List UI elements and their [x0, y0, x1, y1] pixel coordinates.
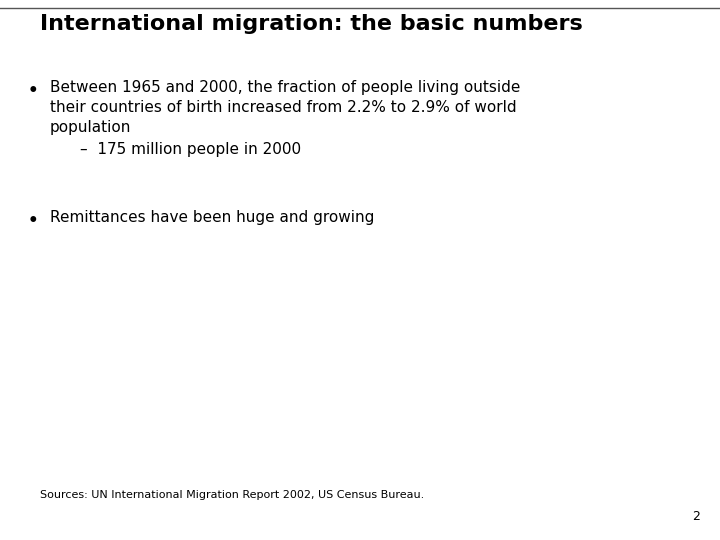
Text: 2: 2: [692, 510, 700, 523]
Text: Between 1965 and 2000, the fraction of people living outside: Between 1965 and 2000, the fraction of p…: [50, 80, 521, 95]
Text: Remittances have been huge and growing: Remittances have been huge and growing: [50, 210, 374, 225]
Text: –  175 million people in 2000: – 175 million people in 2000: [80, 142, 301, 157]
Text: population: population: [50, 120, 131, 135]
Text: their countries of birth increased from 2.2% to 2.9% of world: their countries of birth increased from …: [50, 100, 517, 115]
Text: •: •: [28, 82, 39, 100]
Text: International migration: the basic numbers: International migration: the basic numbe…: [40, 14, 582, 34]
Text: Sources: UN International Migration Report 2002, US Census Bureau.: Sources: UN International Migration Repo…: [40, 490, 424, 500]
Text: •: •: [28, 212, 39, 230]
